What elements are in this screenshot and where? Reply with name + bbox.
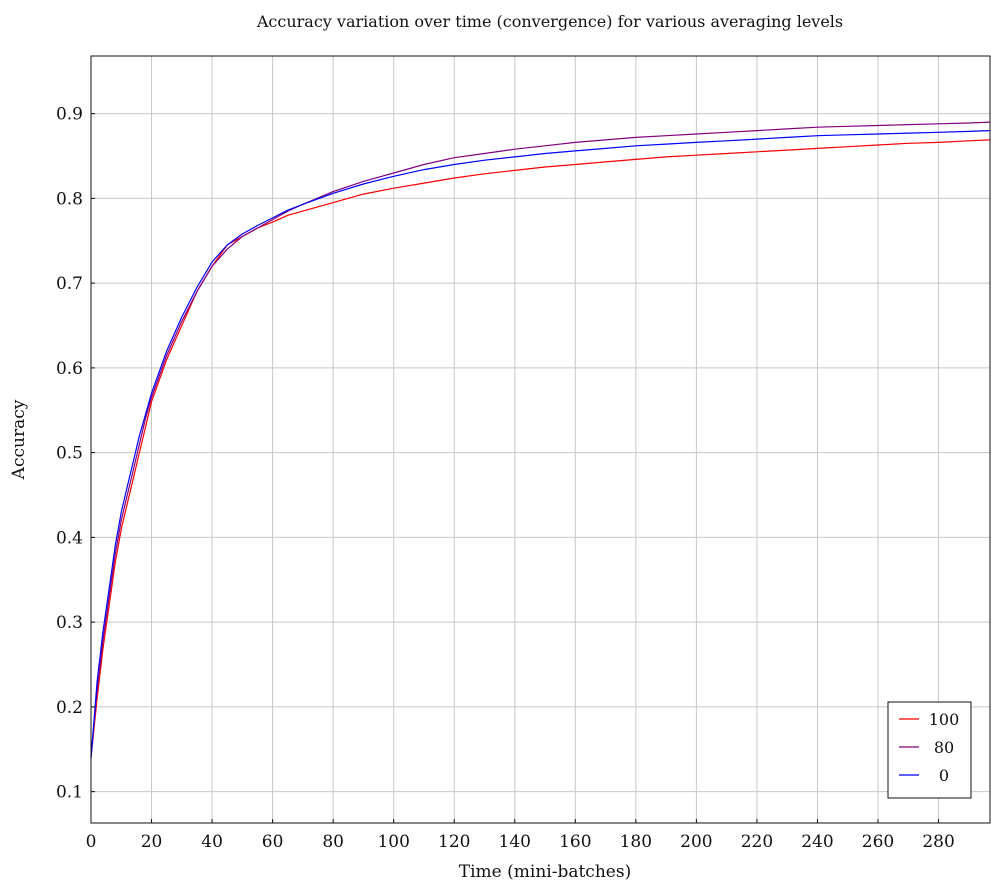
x-tick-label: 100 [377, 832, 409, 852]
legend-box [887, 701, 972, 799]
legend-items: 100 80 0 [899, 710, 959, 785]
y-tick-label: 0.2 [56, 698, 83, 718]
x-tick-label: 140 [499, 832, 531, 852]
x-tick-label: 0 [86, 832, 97, 852]
y-tick-label: 0.3 [56, 613, 83, 633]
grid-lines [90, 56, 990, 823]
y-tick-label: 0.9 [56, 105, 83, 125]
y-axis-label: Accuracy [9, 399, 29, 480]
series-line-0 [90, 130, 991, 758]
y-tick-label: 0.8 [56, 189, 83, 209]
x-tick-label: 40 [201, 832, 223, 852]
series-lines [90, 121, 991, 758]
x-tick-label: 200 [680, 832, 712, 852]
y-tick-label: 0.6 [56, 359, 83, 379]
x-tick-label: 120 [438, 832, 470, 852]
series-line-80 [90, 121, 991, 758]
legend: 100 80 0 [887, 701, 972, 799]
axis-ticks: 0 20 40 60 80 100 120 140 160 180 200 220 240 260 280 0… [56, 105, 955, 852]
x-tick-label: 60 [262, 832, 284, 852]
legend-label-100: 100 [929, 710, 960, 729]
x-tick-label: 180 [620, 832, 652, 852]
x-tick-label: 260 [862, 832, 894, 852]
legend-label-80: 80 [934, 738, 954, 757]
axis-frame [90, 55, 991, 824]
x-tick-label: 280 [922, 832, 954, 852]
y-tick-label: 0.5 [56, 444, 83, 464]
legend-label-0: 0 [939, 766, 949, 785]
x-tick-label: 20 [141, 832, 163, 852]
y-tick-label: 0.7 [56, 274, 83, 294]
chart-title: Accuracy variation over time (convergenc… [256, 12, 843, 31]
x-tick-label: 80 [322, 832, 344, 852]
y-tick-label: 0.1 [56, 783, 83, 803]
y-tick-label: 0.4 [56, 528, 83, 548]
series-line-100 [90, 139, 991, 758]
x-tick-label: 160 [559, 832, 591, 852]
x-tick-label: 220 [741, 832, 773, 852]
x-axis-label: Time (mini-batches) [459, 862, 631, 882]
x-tick-label: 240 [801, 832, 833, 852]
